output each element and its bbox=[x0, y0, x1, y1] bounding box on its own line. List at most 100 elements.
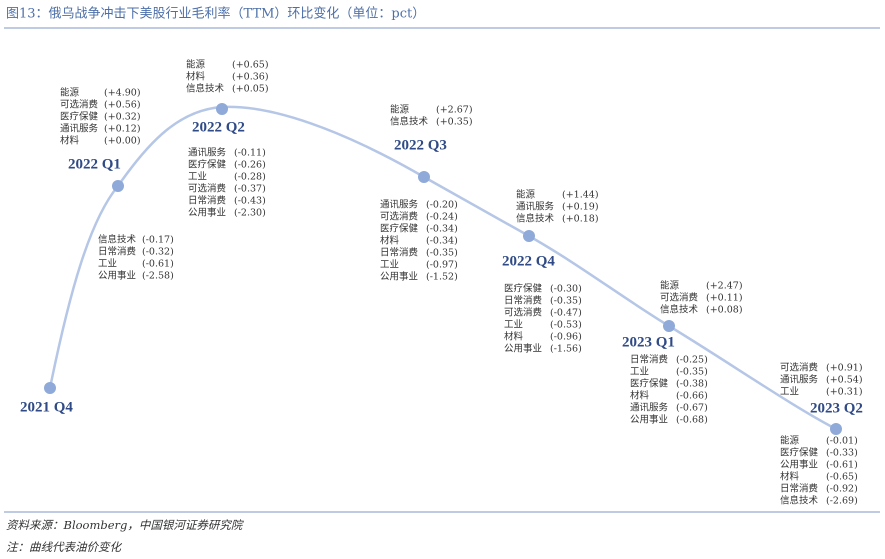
sector-name: 能源 bbox=[390, 104, 410, 116]
sector-change: (-0.61) bbox=[826, 460, 858, 471]
sector-change: (-0.61) bbox=[142, 259, 174, 270]
sector-change: (-0.35) bbox=[676, 367, 708, 378]
point bbox=[418, 171, 430, 183]
sector-change: (-0.35) bbox=[426, 248, 458, 259]
sector-name: 日常消费 bbox=[630, 354, 668, 366]
sector-change: (-1.52) bbox=[426, 272, 458, 283]
sector-change: (-0.35) bbox=[550, 296, 582, 307]
quarter-label: 2021 Q4 bbox=[20, 399, 73, 415]
sector-name: 能源 bbox=[516, 189, 536, 201]
sector-name: 信息技术 bbox=[390, 116, 429, 128]
sector-name: 可选消费 bbox=[188, 183, 226, 195]
sector-change: (-0.97) bbox=[426, 260, 458, 271]
sector-change: (-0.53) bbox=[550, 320, 582, 331]
sector-change: (-0.96) bbox=[550, 332, 582, 343]
sector-change: (+2.47) bbox=[706, 281, 743, 292]
sector-name: 通讯服务 bbox=[60, 123, 99, 135]
sector-change: (-0.92) bbox=[826, 484, 858, 495]
sector-change: (+0.08) bbox=[706, 305, 743, 316]
sector-name: 工业 bbox=[504, 320, 523, 331]
sector-name: 公用事业 bbox=[380, 271, 418, 283]
sector-name: 医疗保健 bbox=[630, 378, 669, 390]
sector-name: 通讯服务 bbox=[516, 201, 555, 213]
sector-change: (-0.25) bbox=[676, 355, 708, 366]
sector-change: (-0.67) bbox=[676, 403, 708, 414]
sector-change: (-0.24) bbox=[426, 212, 458, 223]
sector-name: 医疗保健 bbox=[380, 223, 419, 235]
sector-change: (+0.19) bbox=[562, 202, 599, 213]
sector-change: (+1.44) bbox=[562, 190, 599, 201]
sector-name: 公用事业 bbox=[630, 414, 668, 426]
sector-name: 材料 bbox=[186, 71, 206, 83]
sector-change: (+0.56) bbox=[104, 100, 141, 111]
sector-change: (-0.68) bbox=[676, 415, 708, 426]
point bbox=[44, 382, 56, 394]
sector-name: 公用事业 bbox=[780, 459, 818, 471]
sector-name: 工业 bbox=[98, 259, 117, 270]
sector-change: (-0.33) bbox=[826, 448, 858, 459]
sector-name: 信息技术 bbox=[98, 234, 137, 246]
point bbox=[663, 320, 675, 332]
sector-change: (-0.26) bbox=[234, 160, 266, 171]
sector-name: 医疗保健 bbox=[780, 447, 819, 459]
sector-change: (-0.34) bbox=[426, 236, 458, 247]
sector-change: (-0.32) bbox=[142, 247, 174, 258]
sector-name: 能源 bbox=[660, 280, 680, 292]
sector-name: 公用事业 bbox=[188, 207, 226, 219]
sector-change: (+0.05) bbox=[232, 84, 269, 95]
sector-change: (+0.11) bbox=[706, 293, 743, 304]
sector-change: (+0.54) bbox=[826, 375, 863, 386]
sector-name: 材料 bbox=[504, 331, 524, 343]
sector-name: 可选消费 bbox=[380, 211, 418, 223]
sector-name: 材料 bbox=[630, 390, 650, 402]
sector-change: (-0.43) bbox=[234, 196, 266, 207]
source: 资料来源：Bloomberg，中国银河证券研究院 bbox=[6, 518, 244, 532]
sector-name: 信息技术 bbox=[186, 83, 225, 95]
sector-name: 可选消费 bbox=[60, 99, 98, 111]
sector-name: 工业 bbox=[188, 172, 207, 183]
sector-name: 通讯服务 bbox=[380, 199, 419, 211]
sector-name: 可选消费 bbox=[504, 307, 542, 319]
sector-name: 可选消费 bbox=[780, 362, 818, 374]
sector-name: 工业 bbox=[630, 367, 649, 378]
sector-name: 通讯服务 bbox=[188, 147, 227, 159]
sector-name: 日常消费 bbox=[780, 483, 818, 495]
sector-name: 通讯服务 bbox=[780, 374, 819, 386]
sector-change: (+4.90) bbox=[104, 88, 141, 99]
sector-name: 信息技术 bbox=[660, 304, 699, 316]
sector-change: (-0.65) bbox=[826, 472, 858, 483]
sector-change: (-0.47) bbox=[550, 308, 582, 319]
sector-name: 能源 bbox=[780, 435, 800, 447]
sector-name: 医疗保健 bbox=[504, 283, 543, 295]
sector-name: 日常消费 bbox=[188, 195, 226, 207]
sector-name: 能源 bbox=[186, 59, 206, 71]
sector-change: (-0.28) bbox=[234, 172, 266, 183]
point bbox=[216, 103, 228, 115]
quarter-label: 2022 Q4 bbox=[502, 253, 555, 269]
sector-name: 公用事业 bbox=[98, 270, 136, 282]
title: 图13：俄乌战争冲击下美股行业毛利率（TTM）环比变化（单位：pct） bbox=[6, 6, 425, 22]
sector-change: (-0.34) bbox=[426, 224, 458, 235]
quarter-label: 2022 Q1 bbox=[68, 156, 121, 172]
sector-name: 材料 bbox=[60, 135, 80, 147]
sector-name: 材料 bbox=[780, 471, 800, 483]
point bbox=[830, 423, 842, 435]
sector-change: (-0.01) bbox=[826, 436, 858, 447]
sector-name: 能源 bbox=[60, 87, 80, 99]
sector-change: (-2.58) bbox=[142, 271, 174, 282]
sector-change: (+0.18) bbox=[562, 214, 599, 225]
sector-change: (+0.31) bbox=[826, 387, 863, 398]
sector-change: (-0.20) bbox=[426, 200, 458, 211]
quarter-label: 2023 Q2 bbox=[810, 400, 863, 416]
sector-change: (-0.37) bbox=[234, 184, 266, 195]
sector-change: (+0.35) bbox=[436, 117, 473, 128]
sector-name: 医疗保健 bbox=[188, 159, 227, 171]
sector-change: (-0.17) bbox=[142, 235, 174, 246]
sector-name: 工业 bbox=[780, 387, 799, 398]
sector-name: 信息技术 bbox=[780, 495, 819, 507]
sector-name: 日常消费 bbox=[504, 295, 542, 307]
sector-change: (+0.32) bbox=[104, 112, 141, 123]
note: 注：曲线代表油价变化 bbox=[6, 540, 122, 554]
sector-name: 日常消费 bbox=[98, 246, 136, 258]
